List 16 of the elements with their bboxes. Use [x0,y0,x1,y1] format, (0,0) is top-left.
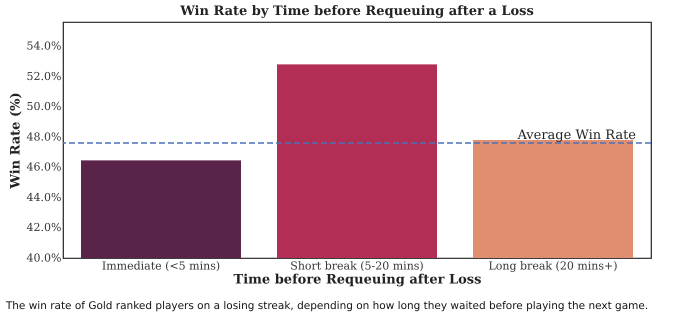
ref-line-label: Average Win Rate [516,128,636,144]
y-axis-title: Win Rate (%) [8,92,24,190]
y-tick-label: 48.0% [26,130,62,144]
x-tick-label: Short break (5-20 mins) [290,260,424,272]
y-tick-label: 54.0% [26,40,62,53]
x-axis-title: Time before Requeuing after Loss [234,272,482,288]
chart-title: Win Rate by Time before Requeuing after a Loss [179,4,534,19]
y-tick-label: 50.0% [26,100,62,114]
y-tick-label: 52.0% [26,70,62,83]
y-tick-label: 46.0% [26,160,62,174]
y-tick-label: 44.0% [26,190,62,204]
x-tick-label: Immediate (<5 mins) [102,260,220,272]
text: The win rate of Gold ranked players on a losing streak, depending on how long they waited before playing the next game. [4,300,648,312]
y-tick-label: 40.0% [26,252,62,264]
y-tick-label: 42.0% [26,221,62,234]
x-tick-label: Long break (20 mins+) [488,260,618,272]
